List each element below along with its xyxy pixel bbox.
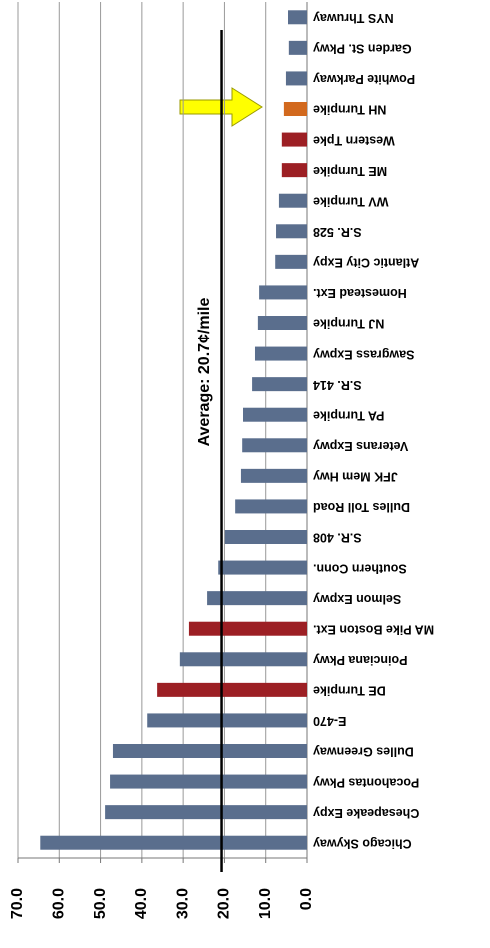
bar [254, 346, 307, 361]
bar [281, 132, 307, 147]
bar [218, 560, 307, 575]
bar [281, 163, 307, 178]
y-tick-label: Pocahontas Pkwy [313, 775, 419, 789]
bar [40, 835, 308, 850]
y-tick-label: Dulles Greenway [313, 745, 414, 759]
bar [188, 621, 307, 636]
x-tick-label: 10.0 [257, 888, 274, 919]
y-tick-label: Garden St. Pkwy [313, 42, 412, 56]
y-tick-label: Atlantic City Expy [313, 256, 419, 270]
bar [179, 652, 307, 667]
bar [242, 438, 307, 453]
y-tick-label: Dulles Toll Road [313, 500, 410, 514]
bar [276, 224, 307, 239]
bar [112, 744, 307, 758]
bar [105, 805, 307, 820]
bar [259, 285, 307, 300]
y-tick-label: S.R. 414 [313, 378, 362, 392]
bar [285, 71, 307, 86]
y-tick-label: Selmon Expwy [313, 592, 401, 606]
x-tick-label: 0.0 [298, 888, 315, 910]
y-tick-label: E-470 [313, 714, 346, 728]
x-tick-label: 40.0 [133, 888, 150, 919]
y-tick-label: Chicago Skyway [313, 836, 412, 850]
x-tick-label: 60.0 [51, 888, 68, 919]
y-tick-label: S.R. 528 [313, 225, 362, 239]
bar [240, 468, 307, 483]
bar [275, 254, 307, 269]
average-label: Average: 20.7¢/mile [196, 297, 213, 446]
y-tick-label: NH Turnpike [313, 103, 386, 117]
y-tick-label: PA Turnpike [313, 408, 384, 422]
bar [224, 530, 307, 544]
bar [243, 407, 307, 422]
bar [252, 377, 307, 392]
bar [157, 682, 307, 697]
y-tick-label: JFK Mem Hwy [313, 470, 398, 484]
bar [207, 591, 307, 606]
y-tick-label: Southern Conn. [313, 561, 407, 575]
x-tick-label: 70.0 [9, 888, 26, 919]
y-tick-label: WV Turnpike [313, 194, 389, 208]
y-tick-label: MA Pike Boston Ext. [313, 622, 434, 636]
bar [110, 774, 308, 789]
y-tick-label: NYS Thruway [313, 11, 394, 25]
y-tick-label: Western Tpke [313, 133, 395, 147]
y-tick-label: NJ Turnpike [313, 317, 384, 331]
y-tick-label: Homestead Ext. [313, 286, 407, 300]
y-tick-label: Sawgrass Expwy [313, 347, 414, 361]
y-tick-label: Veterans Expwy [313, 439, 408, 453]
bar [235, 499, 307, 514]
bar [288, 40, 307, 55]
x-tick-label: 30.0 [174, 888, 191, 919]
bar [257, 316, 307, 330]
bar [288, 10, 307, 25]
x-tick-label: 20.0 [216, 888, 233, 919]
y-tick-label: ME Turnpike [313, 164, 387, 178]
bar [283, 102, 307, 116]
y-tick-label: Poinciana Pkwy [313, 653, 408, 667]
bar [147, 713, 307, 728]
y-tick-label: S.R. 408 [313, 531, 362, 545]
x-tick-label: 50.0 [92, 888, 109, 919]
bar [278, 193, 307, 208]
y-tick-label: Chesapeake Expy [313, 806, 419, 820]
y-tick-label: Powhite Parkway [313, 72, 415, 86]
y-tick-label: DE Turnpike [313, 684, 386, 698]
